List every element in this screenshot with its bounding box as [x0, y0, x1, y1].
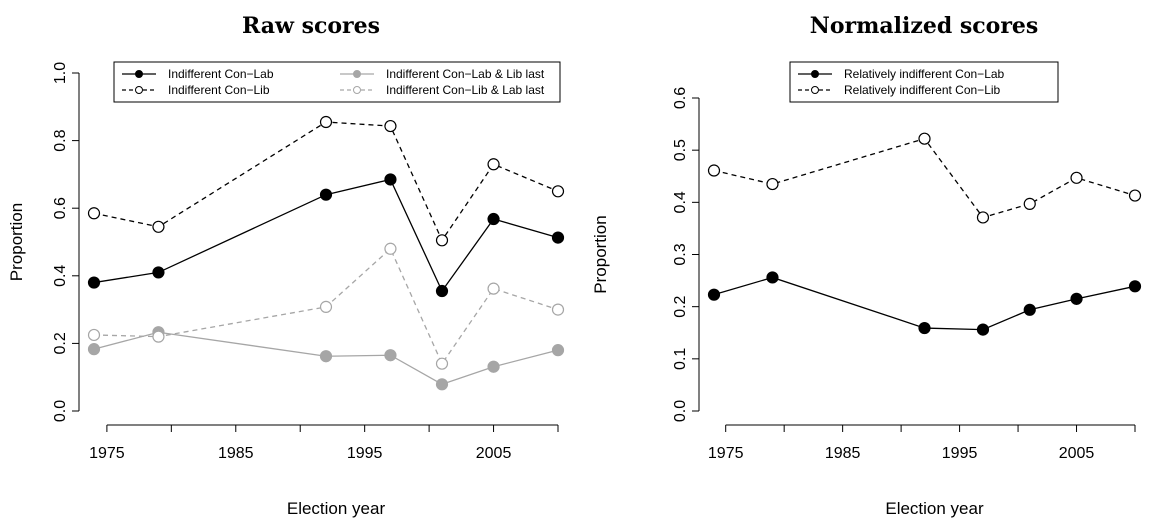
- data-point: [551, 344, 565, 357]
- data-point: [487, 282, 500, 295]
- y-tick-label: 0.2: [672, 295, 689, 317]
- legend-marker: [135, 70, 143, 78]
- legend-label: Relatively indifferent Con−Lib: [844, 83, 1001, 97]
- legend-marker: [135, 86, 143, 94]
- legend-label: Indifferent Con−Lab & Lib last: [386, 67, 545, 81]
- legend-label: Indifferent Con−Lab: [168, 67, 274, 81]
- data-point: [87, 343, 101, 356]
- data-point: [384, 242, 397, 255]
- series-line-2: [93, 121, 559, 242]
- chart-title: Normalized scores: [810, 13, 1039, 39]
- data-point: [1070, 292, 1083, 305]
- x-axis-label: Election year: [885, 499, 984, 518]
- data-point: [435, 284, 449, 298]
- series-line-1: [713, 276, 1136, 331]
- x-tick-label: 1975: [708, 445, 744, 462]
- data-point: [87, 276, 101, 289]
- data-point: [918, 321, 931, 335]
- x-tick-label: 1995: [942, 445, 978, 462]
- data-point: [766, 271, 779, 284]
- y-axis-label: Proportion: [591, 215, 610, 293]
- y-tick-label: 0.3: [672, 243, 689, 265]
- y-tick-label: 0.8: [52, 129, 69, 151]
- data-point: [976, 323, 990, 336]
- data-point: [1023, 303, 1036, 316]
- data-point: [319, 300, 333, 313]
- legend-label: Indifferent Con−Lib & Lab last: [386, 83, 545, 97]
- data-point: [87, 207, 101, 220]
- data-point: [1128, 189, 1142, 202]
- data-point: [384, 119, 397, 133]
- data-point: [487, 212, 500, 226]
- data-point: [152, 220, 165, 233]
- legend-marker: [811, 70, 819, 78]
- y-tick-label: 0.0: [52, 400, 69, 422]
- data-point: [1128, 280, 1142, 293]
- y-axis-label: Proportion: [7, 203, 26, 281]
- data-point: [319, 115, 333, 129]
- data-point: [918, 132, 931, 145]
- legend-marker: [811, 86, 819, 94]
- data-point: [319, 188, 333, 201]
- raw-scores-panel: Raw scores 0.0 0.2 0.4 0.6 0.8 1.0 Proportion 19…: [7, 13, 565, 518]
- data-point: [152, 330, 165, 343]
- normalized-scores-panel: Normalized scores 0.0 0.1 0.2 0.3 0.4 0.5 0.6 Pr…: [584, 0, 1168, 525]
- data-point: [152, 266, 165, 279]
- normalized-scores-chart: Normalized scores 0.0 0.1 0.2 0.3 0.4 0.5 0.6 Pr…: [591, 13, 1142, 518]
- x-tick-label: 1995: [347, 445, 383, 462]
- y-tick-label: 1.0: [52, 62, 69, 84]
- y-tick-label: 0.0: [672, 400, 689, 422]
- legend-marker: [353, 70, 361, 78]
- x-tick-label: 2005: [1059, 445, 1095, 462]
- y-tick-label: 0.6: [52, 197, 69, 219]
- data-point: [487, 360, 500, 373]
- data-point: [1023, 197, 1036, 210]
- y-tick-label: 0.1: [672, 348, 689, 370]
- data-point: [435, 378, 449, 391]
- data-point: [487, 158, 500, 171]
- x-tick-label: 1985: [218, 445, 254, 462]
- data-point: [551, 303, 565, 316]
- y-tick-label: 0.5: [672, 139, 689, 161]
- data-point: [435, 234, 449, 247]
- data-point: [976, 211, 990, 224]
- x-tick-label: 2005: [476, 445, 512, 462]
- chart-title: Raw scores: [242, 13, 380, 39]
- data-point: [707, 164, 721, 177]
- y-tick-label: 0.4: [672, 191, 689, 213]
- legend-label: Relatively indifferent Con−Lab: [844, 67, 1005, 81]
- legend-box: [113, 61, 561, 103]
- data-point: [319, 350, 333, 363]
- x-tick-label: 1985: [825, 445, 861, 462]
- data-point: [384, 173, 397, 186]
- legend-label: Indifferent Con−Lib: [168, 83, 270, 97]
- y-tick-label: 0.4: [52, 265, 69, 287]
- data-point: [766, 177, 779, 191]
- legend-marker: [353, 86, 361, 94]
- x-tick-label: 1975: [89, 445, 125, 462]
- raw-scores-chart: Raw scores 0.0 0.2 0.4 0.6 0.8 1.0 Proportion 19…: [7, 13, 565, 518]
- data-point: [384, 349, 397, 362]
- data-point: [707, 288, 721, 301]
- data-point: [87, 328, 101, 342]
- data-point: [1070, 171, 1083, 184]
- x-axis-label: Election year: [287, 499, 386, 518]
- legend-box: [789, 61, 1059, 103]
- data-point: [435, 357, 449, 370]
- data-point: [551, 185, 565, 198]
- y-tick-label: 0.6: [672, 87, 689, 109]
- data-point: [551, 231, 565, 244]
- y-tick-label: 0.2: [52, 332, 69, 354]
